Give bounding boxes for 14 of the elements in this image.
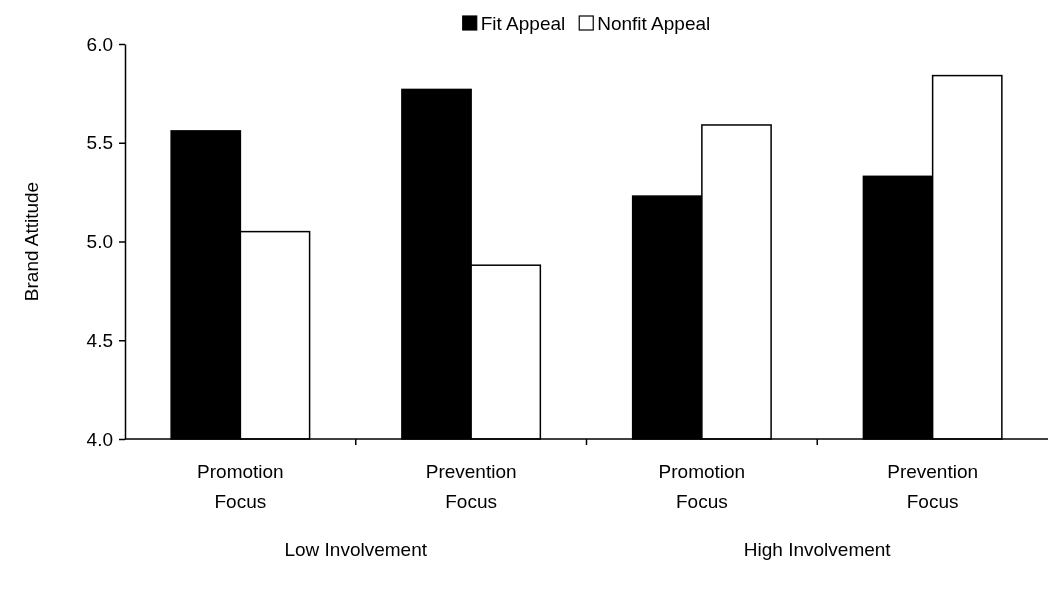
x-tick-label: Promotion Focus <box>658 461 746 512</box>
y-tick-label: 5.5 <box>86 132 113 154</box>
y-axis-title: Brand Attitude <box>21 181 42 302</box>
text: High Involvement <box>743 539 892 560</box>
text: Low Involvement <box>284 539 428 560</box>
y-tick-label: 5.0 <box>86 231 113 253</box>
legend-label: Fit Appeal <box>480 13 566 34</box>
y-tick-label: 4.0 <box>86 428 113 450</box>
x-tick-label: Prevention Focus <box>887 461 979 512</box>
x-tick-label: Promotion Focus <box>197 461 284 512</box>
y-tick-label: 4.5 <box>86 329 113 351</box>
legend-label: Nonfit Appeal <box>597 13 711 34</box>
y-tick-label: 6.0 <box>86 33 113 55</box>
x-tick-label: Prevention Focus <box>425 461 517 512</box>
